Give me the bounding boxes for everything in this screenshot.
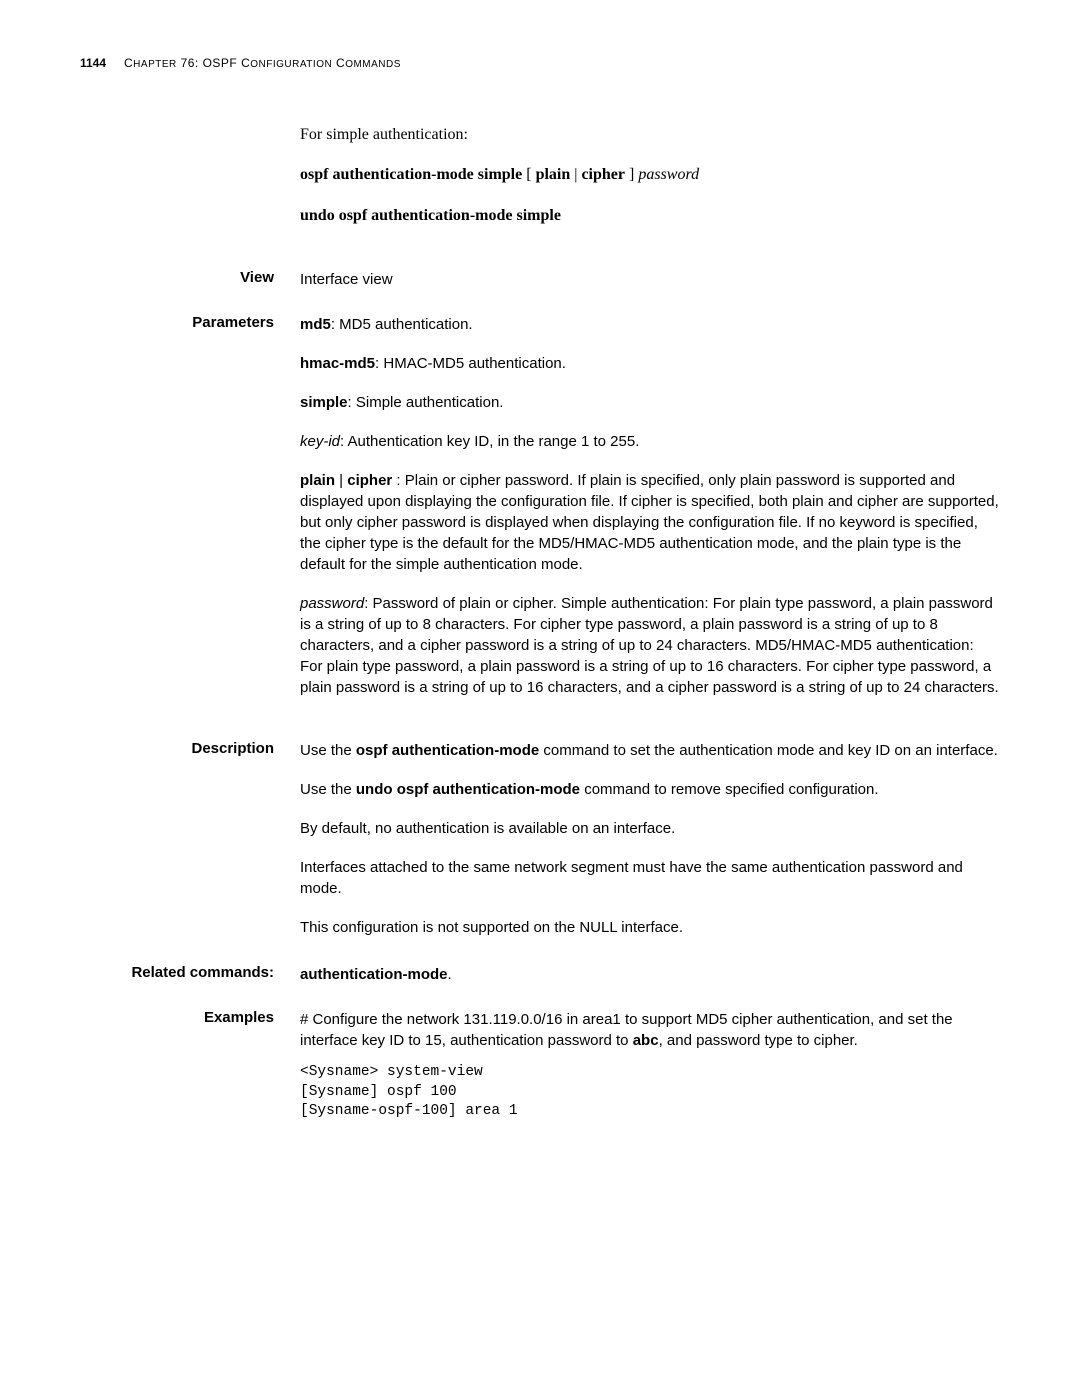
param-password: password: Password of plain or cipher. S…	[300, 593, 1000, 698]
desc-p2: Use the undo ospf authentication-mode co…	[300, 779, 1000, 800]
page-number: 1144	[80, 56, 124, 70]
chapter-title: CHAPTER 76: OSPF CONFIGURATION COMMANDS	[124, 56, 401, 70]
parameters-body: md5: MD5 authentication. hmac-md5: HMAC-…	[300, 314, 1000, 716]
desc-p3: By default, no authentication is availab…	[300, 818, 1000, 839]
example-p1: # Configure the network 131.119.0.0/16 i…	[300, 1009, 1000, 1051]
undo-line: undo ospf authentication-mode simple	[300, 205, 1000, 227]
parameters-label: Parameters	[80, 314, 280, 716]
param-simple: simple: Simple authentication.	[300, 392, 1000, 413]
intro-line: For simple authentication:	[300, 124, 1000, 146]
description-label: Description	[80, 740, 280, 956]
param-hmac: hmac-md5: HMAC-MD5 authentication.	[300, 353, 1000, 374]
param-keyid: key-id: Authentication key ID, in the ra…	[300, 431, 1000, 452]
content-grid: For simple authentication: ospf authenti…	[80, 124, 1000, 1122]
param-plain-cipher: plain | cipher : Plain or cipher passwor…	[300, 470, 1000, 575]
page-header: 1144 CHAPTER 76: OSPF CONFIGURATION COMM…	[80, 56, 1000, 70]
examples-body: # Configure the network 131.119.0.0/16 i…	[300, 1009, 1000, 1122]
desc-p5: This configuration is not supported on t…	[300, 917, 1000, 938]
desc-p1: Use the ospf authentication-mode command…	[300, 740, 1000, 761]
example-code: <Sysname> system-view [Sysname] ospf 100…	[300, 1063, 1000, 1122]
intro-block: For simple authentication: ospf authenti…	[300, 124, 1000, 245]
examples-label: Examples	[80, 1009, 280, 1122]
view-label: View	[80, 269, 280, 290]
desc-p4: Interfaces attached to the same network …	[300, 857, 1000, 899]
description-body: Use the ospf authentication-mode command…	[300, 740, 1000, 956]
view-text: Interface view	[300, 269, 1000, 290]
related-label: Related commands:	[80, 964, 280, 985]
param-md5: md5: MD5 authentication.	[300, 314, 1000, 335]
syntax-line: ospf authentication-mode simple [ plain …	[300, 164, 1000, 186]
page: 1144 CHAPTER 76: OSPF CONFIGURATION COMM…	[0, 0, 1080, 1162]
related-body: authentication-mode.	[300, 964, 1000, 985]
